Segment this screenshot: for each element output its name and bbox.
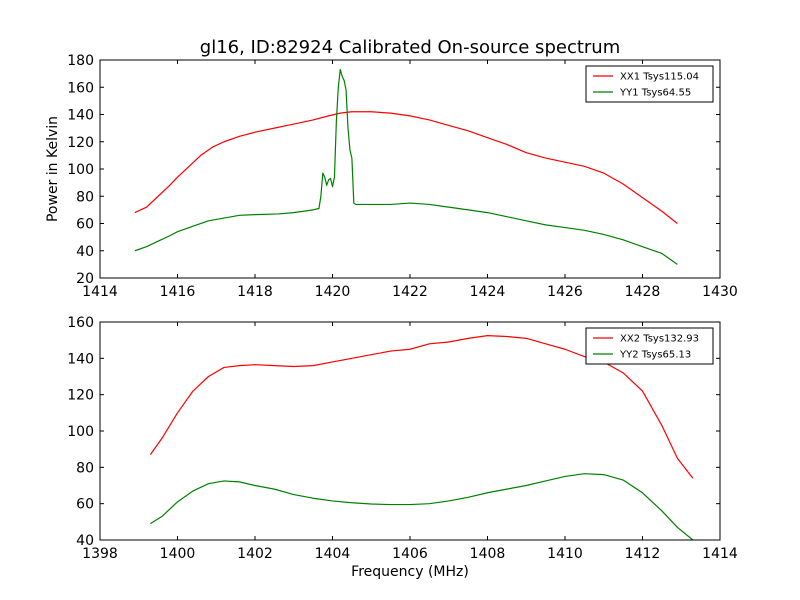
y-tick-label: 140	[67, 351, 94, 367]
series-line-1-1	[134, 111, 678, 224]
y-tick-label: 40	[76, 244, 94, 260]
x-tick-label: 1412	[625, 546, 661, 562]
y-tick-label: 80	[76, 189, 94, 205]
y-tick-label: 100	[67, 162, 94, 178]
x-tick-label: 1430	[702, 284, 738, 300]
y-tick-label: 80	[76, 460, 94, 476]
x-tick-label: 1422	[392, 284, 428, 300]
y-tick-label: 160	[67, 315, 94, 331]
x-tick-label: 1416	[160, 284, 196, 300]
legend-label: XX2 Tsys132.93	[620, 334, 699, 345]
y-tick-label: 120	[67, 135, 94, 151]
x-tick-label: 1404	[315, 546, 351, 562]
legend: XX2 Tsys132.93 YY2 Tsys65.13	[585, 327, 714, 365]
legend-label: YY1 Tsys64.55	[619, 88, 691, 99]
legend-box	[585, 327, 714, 365]
x-tick-label: 1428	[625, 284, 661, 300]
y-tick-label: 40	[76, 533, 94, 549]
x-tick-label: 1406	[392, 546, 428, 562]
x-tick-label: 1414	[702, 546, 738, 562]
x-tick-label: 1418	[237, 284, 273, 300]
x-tick-label: 1424	[470, 284, 506, 300]
y-tick-label: 120	[67, 388, 94, 404]
chart-title: gl16, ID:82924 Calibrated On-source spec…	[200, 37, 620, 58]
y-tick-label: 160	[67, 80, 94, 96]
x-tick-label: 1420	[315, 284, 351, 300]
legend: XX1 Tsys115.04 YY1 Tsys64.55	[585, 65, 714, 103]
x-axis-label: Frequency (MHz)	[351, 564, 469, 580]
y-tick-label: 20	[76, 271, 94, 287]
y-tick-label: 60	[76, 217, 94, 233]
legend-box	[585, 65, 714, 103]
y-axis-label: Power in Kelvin	[45, 116, 61, 222]
x-tick-label: 1398	[82, 546, 118, 562]
x-tick-label: 1402	[237, 546, 273, 562]
y-tick-label: 140	[67, 108, 94, 124]
y-tick-label: 180	[67, 53, 94, 69]
series-line-1-2	[134, 68, 678, 265]
y-tick-label: 60	[76, 497, 94, 513]
x-tick-label: 1408	[470, 546, 506, 562]
x-tick-label: 1400	[160, 546, 196, 562]
top-panel: 1414 1416 1418 1420 1422 1424 1426 1428 1430 20 40…	[67, 53, 738, 300]
y-tick-label: 100	[67, 424, 94, 440]
x-tick-label: 1410	[547, 546, 583, 562]
legend-label: YY2 Tsys65.13	[619, 350, 691, 361]
bottom-panel: 1398 1400 1402 1404 1406 1408 1410 1412 1414 40 60…	[67, 315, 738, 562]
legend-label: XX1 Tsys115.04	[620, 72, 699, 83]
x-tick-label: 1414	[82, 284, 118, 300]
series-line-2-2	[150, 473, 694, 541]
x-tick-label: 1426	[547, 284, 583, 300]
